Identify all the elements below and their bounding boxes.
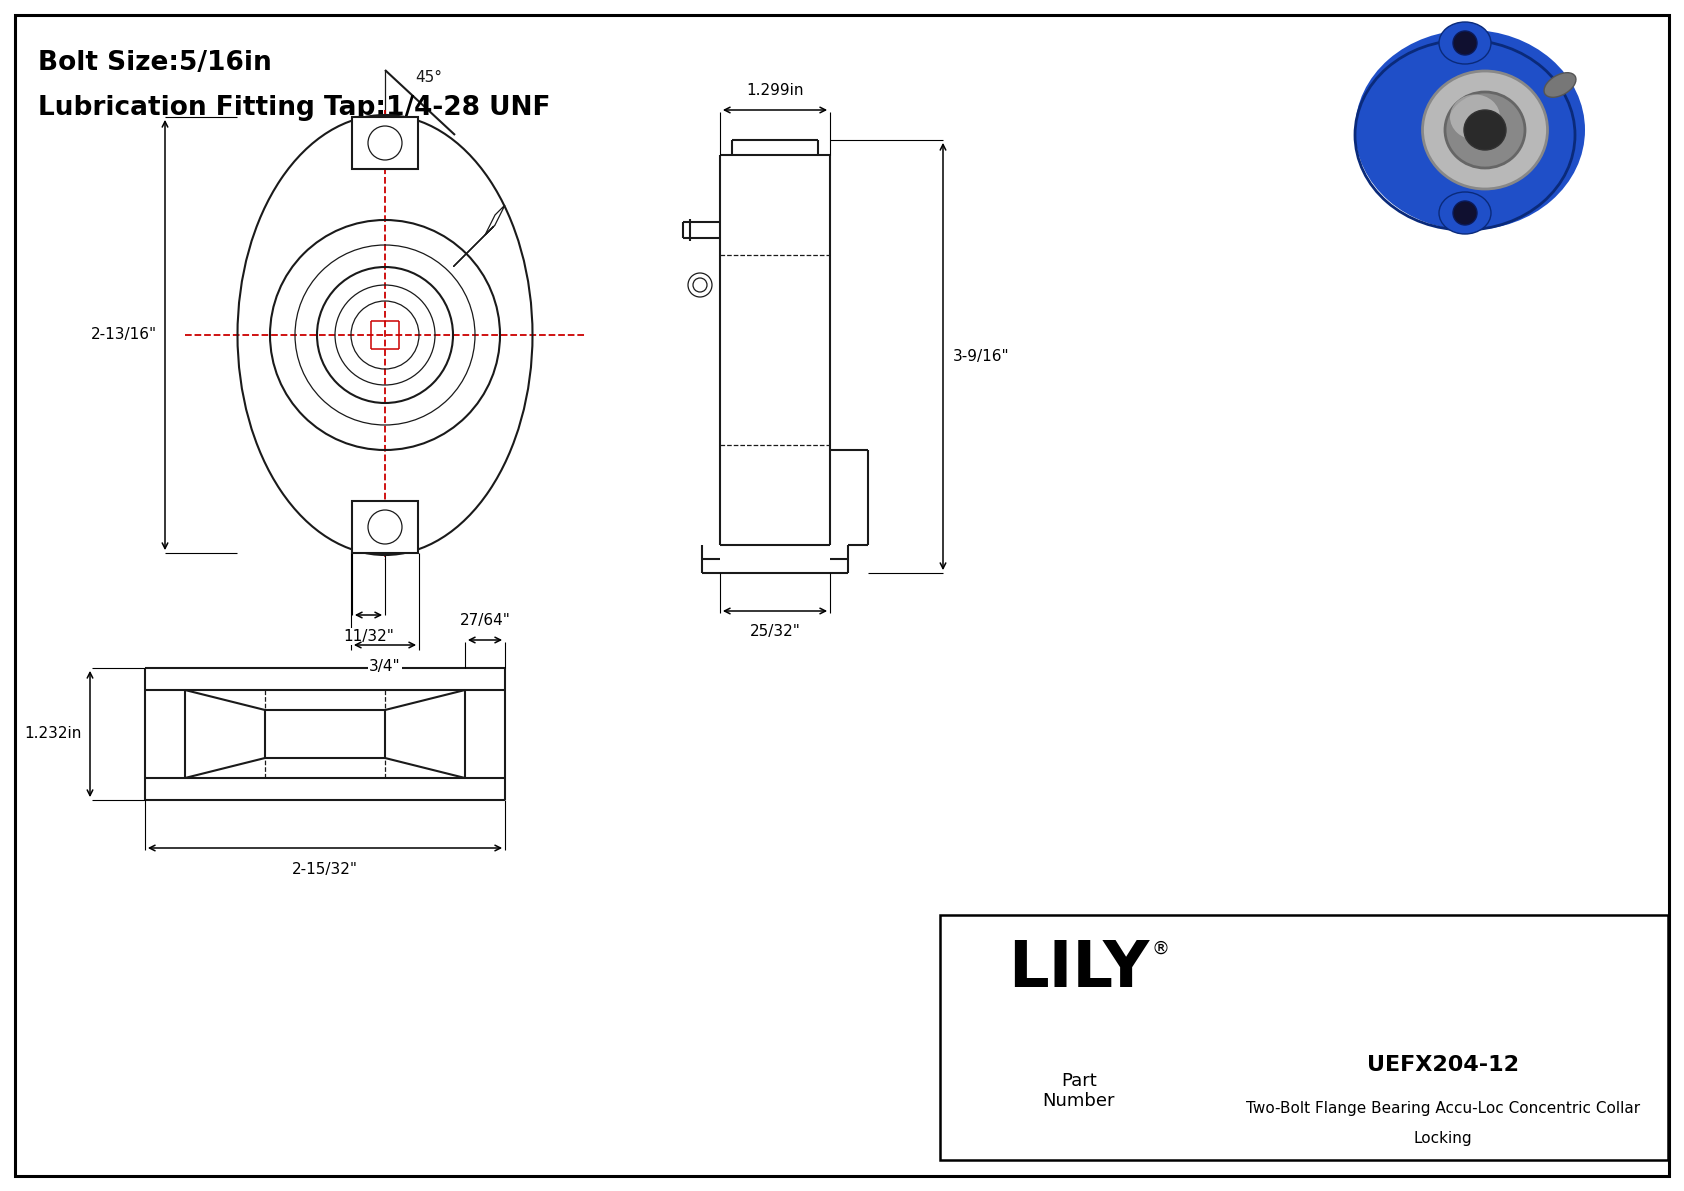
Bar: [352, 501, 418, 553]
Polygon shape: [453, 226, 493, 267]
Polygon shape: [485, 205, 505, 235]
Text: Locking: Locking: [1413, 1130, 1472, 1146]
Ellipse shape: [1423, 71, 1548, 189]
Text: 27/64": 27/64": [460, 613, 510, 628]
Text: 1.232in: 1.232in: [25, 727, 83, 742]
Text: Two-Bolt Flange Bearing Accu-Loc Concentric Collar: Two-Bolt Flange Bearing Accu-Loc Concent…: [1246, 1100, 1640, 1116]
Text: 45°: 45°: [414, 69, 441, 85]
Ellipse shape: [1450, 94, 1500, 139]
Text: Bolt Size:5/16in: Bolt Size:5/16in: [39, 50, 271, 76]
Text: 11/32": 11/32": [344, 629, 394, 644]
Bar: [940, 915, 1667, 1160]
Text: LILY: LILY: [1009, 939, 1150, 1000]
Text: ®: ®: [1152, 940, 1170, 958]
Circle shape: [1453, 201, 1477, 225]
Text: 2-15/32": 2-15/32": [291, 862, 359, 877]
Ellipse shape: [1445, 92, 1526, 168]
Text: 3-9/16": 3-9/16": [953, 349, 1010, 363]
Text: UEFX204-12: UEFX204-12: [1367, 1055, 1519, 1075]
Ellipse shape: [1440, 192, 1490, 233]
Text: 25/32": 25/32": [749, 624, 800, 640]
Bar: [352, 117, 418, 169]
Text: 2-13/16": 2-13/16": [91, 328, 157, 343]
Ellipse shape: [1463, 110, 1505, 150]
Circle shape: [1453, 31, 1477, 55]
Text: 1.299in: 1.299in: [746, 83, 803, 98]
Text: Part
Number: Part Number: [1042, 1072, 1115, 1110]
Ellipse shape: [1544, 73, 1576, 98]
Text: Lubrication Fitting Tap:1/4-28 UNF: Lubrication Fitting Tap:1/4-28 UNF: [39, 95, 551, 121]
Text: 3/4": 3/4": [369, 659, 401, 674]
Ellipse shape: [1356, 30, 1585, 230]
Ellipse shape: [1440, 21, 1490, 64]
